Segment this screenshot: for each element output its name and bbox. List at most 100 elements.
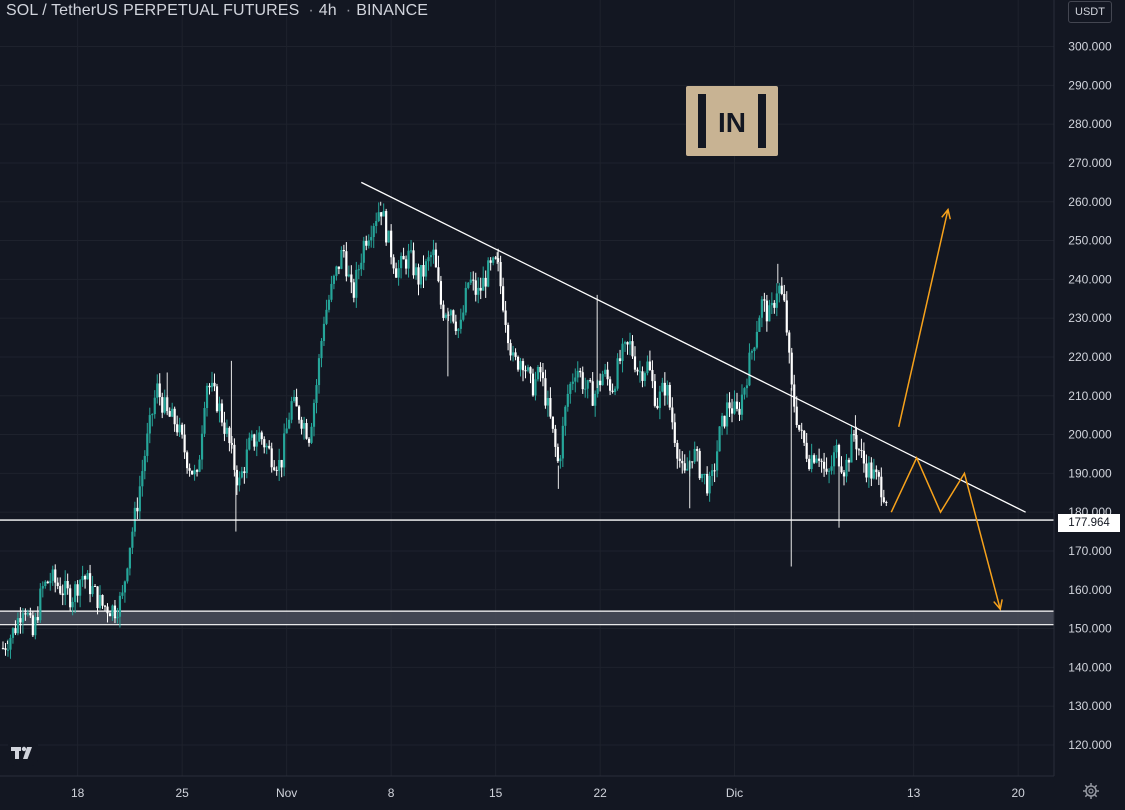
candle-body <box>362 240 365 263</box>
candle-body <box>273 467 276 470</box>
candle-body <box>472 279 475 281</box>
candle-body <box>686 468 689 471</box>
candle-body <box>255 441 258 447</box>
price-tick-label: 140.000 <box>1068 660 1112 674</box>
candle-body <box>285 428 288 434</box>
price-tick-label: 240.000 <box>1068 272 1112 286</box>
candle-body <box>69 588 72 608</box>
candle-body <box>825 468 828 472</box>
tradingview-logo-icon[interactable] <box>8 740 38 766</box>
candle-body <box>93 586 97 588</box>
symbol-name[interactable]: SOL / TetherUS PERPETUAL FUTURES <box>6 2 300 19</box>
candle-body <box>778 285 781 294</box>
candle-body <box>198 459 201 472</box>
candle-body <box>397 268 400 278</box>
candle-body <box>860 450 863 452</box>
candle-body <box>760 299 763 318</box>
candle-body <box>21 613 24 623</box>
candle-body <box>215 386 219 412</box>
interval-label[interactable]: 4h <box>318 2 337 19</box>
time-axis[interactable]: 18 25 Nov 8 15 22 Dic 13 20 <box>71 786 1025 800</box>
candle-body <box>551 416 554 429</box>
currency-button[interactable]: USDT <box>1068 1 1112 23</box>
candle-body <box>148 415 151 434</box>
price-tick-label: 200.000 <box>1068 428 1112 442</box>
candle-body <box>357 269 360 271</box>
time-tick-label: 20 <box>1011 786 1025 800</box>
price-tick-label: 120.000 <box>1068 738 1112 752</box>
candle-body <box>803 430 806 443</box>
time-tick-label: 13 <box>907 786 921 800</box>
candle-body <box>118 595 122 617</box>
candle-body <box>429 255 433 258</box>
candle-body <box>427 257 430 262</box>
candle-body <box>419 265 423 285</box>
candle-body <box>581 372 584 390</box>
candle-body <box>310 426 313 443</box>
candle-body <box>442 304 445 318</box>
title-separator: · <box>345 2 352 19</box>
candle-body <box>76 584 79 596</box>
candle-body <box>444 314 447 318</box>
candle-body <box>559 458 562 462</box>
candle-body <box>783 293 786 301</box>
candle-body <box>31 615 34 636</box>
candle-body <box>417 267 420 285</box>
price-axis[interactable]: 120.000 130.000 140.000 150.000 160.000 170.0… <box>1068 40 1112 752</box>
candle-body <box>623 342 627 344</box>
candle-body <box>554 428 557 447</box>
candle-body <box>210 382 214 388</box>
candle-body <box>641 371 644 381</box>
candle-body <box>352 282 355 298</box>
candle-body <box>865 463 868 478</box>
bearish-arrow-head <box>993 599 1003 611</box>
candle-body <box>591 381 594 406</box>
candle-body <box>569 383 572 394</box>
candle-body <box>9 637 12 650</box>
candle-body <box>867 462 870 478</box>
candle-body <box>315 385 318 403</box>
candle-body <box>51 569 54 581</box>
candle-body <box>840 466 843 473</box>
candle-body <box>434 249 438 268</box>
candle-body <box>770 302 773 306</box>
candle-body <box>526 367 530 371</box>
candle-body <box>872 469 875 479</box>
candle-body <box>320 340 323 359</box>
candle-body <box>432 249 435 256</box>
bearish-projection-zigzag <box>890 456 1001 610</box>
price-tick-label: 280.000 <box>1068 117 1112 131</box>
candle-body <box>753 347 756 352</box>
candle-body <box>609 379 612 391</box>
time-tick-label: 25 <box>175 786 189 800</box>
candle-body <box>168 411 171 417</box>
candle-body <box>56 582 59 587</box>
candle-body <box>521 361 525 371</box>
candle-body <box>676 442 679 459</box>
chart-title: SOL / TetherUS PERPETUAL FUTURES · 4h · BINA… <box>6 2 432 20</box>
candle-body <box>457 328 460 332</box>
candle-body <box>549 398 552 417</box>
price-tick-label: 230.000 <box>1068 311 1112 325</box>
candle-body <box>594 393 597 406</box>
candle-body <box>327 299 331 310</box>
gear-icon[interactable] <box>1081 781 1101 801</box>
candle-body <box>61 593 64 596</box>
candle-body <box>790 352 793 385</box>
candle-body <box>1 647 5 649</box>
candle-body <box>395 268 398 278</box>
candle-body <box>382 211 385 217</box>
resistance-trendline <box>360 181 1026 513</box>
candle-body <box>404 259 408 269</box>
candle-body <box>571 381 574 384</box>
candle-body <box>713 470 716 472</box>
candle-body <box>280 459 283 468</box>
candle-body <box>340 249 343 269</box>
candle-body <box>322 323 326 341</box>
candle-body <box>765 300 768 322</box>
candle-body <box>245 449 248 474</box>
candle-body <box>161 397 164 413</box>
candle-body <box>516 356 520 370</box>
candle-body <box>653 381 656 406</box>
